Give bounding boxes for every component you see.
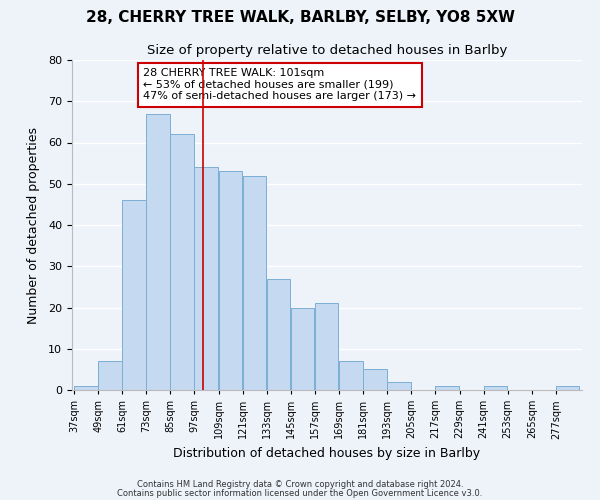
Title: Size of property relative to detached houses in Barlby: Size of property relative to detached ho… [147, 44, 507, 58]
Bar [387, 382, 411, 390]
Bar [267, 278, 290, 390]
Bar [291, 308, 314, 390]
Bar [242, 176, 266, 390]
Bar [170, 134, 194, 390]
Bar [194, 167, 218, 390]
Text: Contains HM Land Registry data © Crown copyright and database right 2024.: Contains HM Land Registry data © Crown c… [137, 480, 463, 489]
Bar [363, 370, 386, 390]
Text: 28 CHERRY TREE WALK: 101sqm
← 53% of detached houses are smaller (199)
47% of se: 28 CHERRY TREE WALK: 101sqm ← 53% of det… [143, 68, 416, 102]
Bar [122, 200, 146, 390]
Bar [339, 361, 362, 390]
Bar [484, 386, 507, 390]
Bar [98, 361, 122, 390]
Bar [315, 304, 338, 390]
Bar [74, 386, 98, 390]
Text: Contains public sector information licensed under the Open Government Licence v3: Contains public sector information licen… [118, 488, 482, 498]
Bar [556, 386, 580, 390]
Bar [436, 386, 459, 390]
Bar [218, 172, 242, 390]
Bar [146, 114, 170, 390]
X-axis label: Distribution of detached houses by size in Barlby: Distribution of detached houses by size … [173, 447, 481, 460]
Y-axis label: Number of detached properties: Number of detached properties [27, 126, 40, 324]
Text: 28, CHERRY TREE WALK, BARLBY, SELBY, YO8 5XW: 28, CHERRY TREE WALK, BARLBY, SELBY, YO8… [86, 10, 515, 25]
